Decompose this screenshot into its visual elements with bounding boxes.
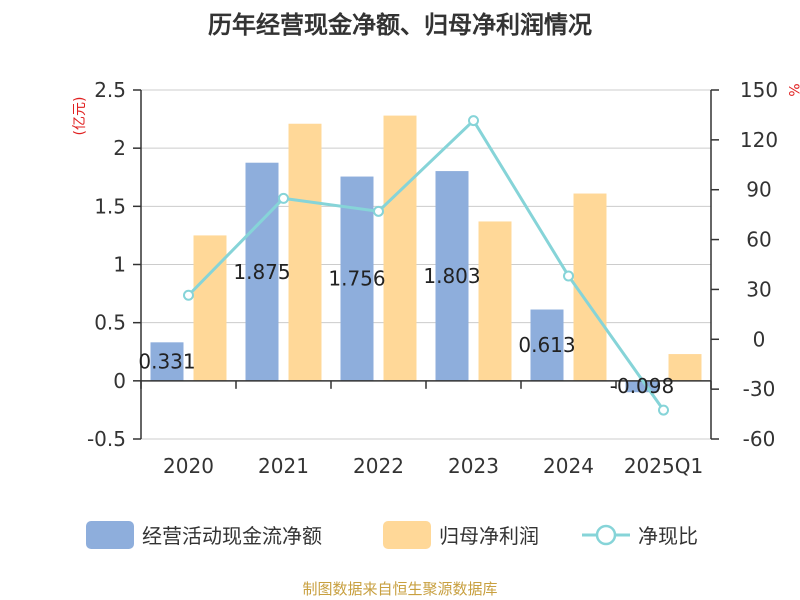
legend-swatch xyxy=(383,521,431,549)
ratio-point xyxy=(278,192,289,204)
data-labels: 0.331 1.875 1.756 1.803 0.613 -0.098 xyxy=(138,260,674,398)
legend-label: 净现比 xyxy=(638,524,698,548)
ratio-point xyxy=(468,115,479,127)
left-tick-label: 2.5 xyxy=(94,78,126,102)
cashflow-data-label: 1.756 xyxy=(328,267,385,291)
x-tick-label: 2021 xyxy=(258,454,309,478)
cashflow-data-label: 1.803 xyxy=(423,264,480,288)
legend-cashflow[interactable]: 经营活动现金流净额 xyxy=(86,521,322,549)
right-tick-label: -30 xyxy=(743,377,776,401)
x-tick-label: 2025Q1 xyxy=(624,454,703,478)
net-profit-bar xyxy=(573,193,607,381)
cashflow-bar xyxy=(530,309,564,381)
net-profit-bar xyxy=(478,221,512,381)
left-tick-label: 0.5 xyxy=(94,311,126,335)
cashflow-bar xyxy=(245,162,279,381)
left-tick-label: 1 xyxy=(113,253,126,277)
right-axis-unit: % xyxy=(785,83,800,96)
right-tick-label: -60 xyxy=(743,427,776,451)
cashflow-bar xyxy=(150,342,184,381)
left-tick-label: -0.5 xyxy=(87,427,126,451)
cashflow-bar xyxy=(625,380,659,393)
x-tick-label: 2022 xyxy=(353,454,404,478)
right-tick-label: 0 xyxy=(753,327,766,351)
legend-label: 经营活动现金流净额 xyxy=(142,524,322,548)
legend-marker xyxy=(595,524,617,546)
ratio-point xyxy=(373,205,384,217)
ratio-point xyxy=(658,404,669,416)
net-profit-bar xyxy=(668,354,702,381)
cashflow-data-label: 0.331 xyxy=(138,350,195,374)
ratio-line-group xyxy=(183,115,669,416)
net-profit-bar xyxy=(383,115,417,381)
legend-swatch xyxy=(86,521,134,549)
bar-group xyxy=(150,115,702,393)
right-tick-label: 150 xyxy=(740,78,778,102)
net-profit-bar xyxy=(193,235,227,381)
ratio-point xyxy=(183,289,194,301)
legend-net-profit[interactable]: 归母净利润 xyxy=(383,521,539,549)
cashflow-bar xyxy=(435,171,469,381)
cashflow-data-label: 1.875 xyxy=(233,260,290,284)
right-tick-label: 60 xyxy=(746,228,771,252)
cashflow-data-label: -0.098 xyxy=(610,374,674,398)
tick-labels: -0.5 0 0.5 1 1.5 2 2.5 -60 -30 0 30 60 90 120 150 2020 2… xyxy=(87,78,778,478)
legend-label: 归母净利润 xyxy=(439,524,539,548)
source-note: 制图数据来自恒生聚源数据库 xyxy=(302,580,497,598)
ratio-line xyxy=(187,118,665,411)
legend-ratio[interactable]: 净现比 xyxy=(582,524,698,548)
left-tick-label: 0 xyxy=(113,369,126,393)
axes xyxy=(133,89,719,440)
right-tick-label: 90 xyxy=(746,178,771,202)
left-tick-label: 1.5 xyxy=(94,194,126,218)
grid-lines xyxy=(141,89,711,440)
chart-title: 历年经营现金净额、归母净利润情况 xyxy=(208,11,592,39)
left-tick-label: 2 xyxy=(113,136,126,160)
left-axis-unit: (亿元) xyxy=(72,97,88,136)
x-tick-label: 2023 xyxy=(448,454,499,478)
right-tick-label: 120 xyxy=(740,128,778,152)
x-tick-label: 2024 xyxy=(543,454,594,478)
legend[interactable]: 经营活动现金流净额 归母净利润 净现比 xyxy=(86,521,698,549)
net-profit-bar xyxy=(288,123,322,381)
x-tick-label: 2020 xyxy=(163,454,214,478)
ratio-point xyxy=(563,270,574,282)
right-tick-label: 30 xyxy=(746,277,771,301)
cashflow-data-label: 0.613 xyxy=(518,333,575,357)
